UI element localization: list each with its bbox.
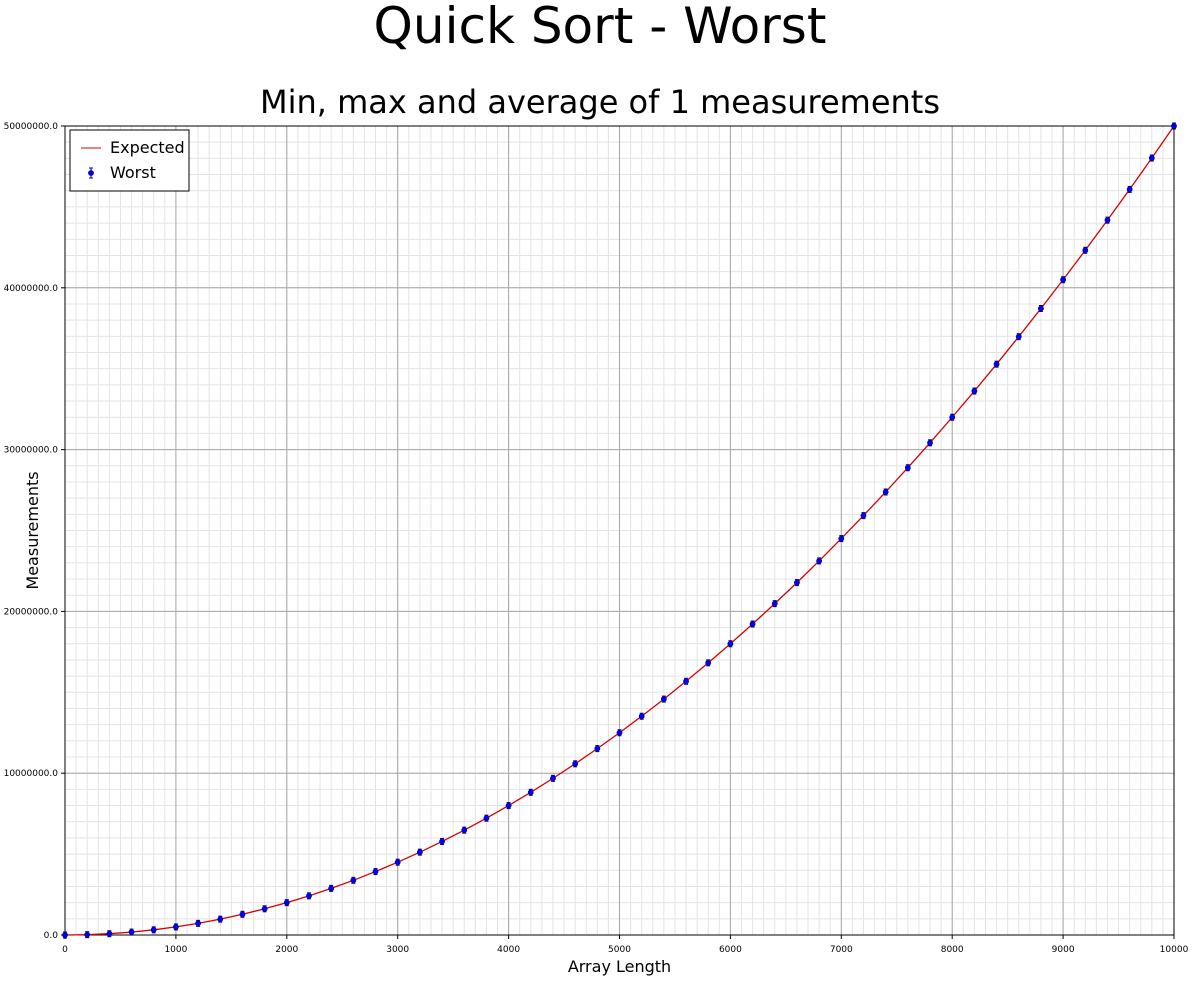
data-point-worst	[1060, 276, 1066, 283]
data-point-worst	[971, 388, 978, 394]
data-point-worst	[616, 729, 623, 736]
y-tick-label: 30000000.0	[4, 446, 59, 456]
chart-title: Quick Sort - Worst	[373, 0, 827, 55]
x-tick-label: 5000	[608, 945, 631, 955]
data-point-worst	[705, 659, 712, 666]
data-point-worst	[1038, 305, 1044, 312]
data-point-worst	[904, 464, 911, 471]
data-point-worst	[372, 868, 379, 875]
data-point-worst	[927, 439, 933, 446]
data-point-worst	[150, 926, 157, 933]
x-tick-label: 0	[62, 945, 68, 955]
data-point-worst	[172, 924, 179, 930]
y-tick-label: 40000000.0	[4, 284, 59, 294]
data-point-worst	[550, 775, 556, 782]
y-tick-label: 50000000.0	[4, 122, 59, 132]
x-tick-label: 7000	[830, 945, 853, 955]
data-point-worst	[62, 932, 68, 938]
data-point-worst	[483, 815, 490, 822]
x-tick-label: 9000	[1052, 945, 1075, 955]
data-point-worst	[860, 512, 867, 519]
data-point-worst	[439, 838, 445, 845]
x-tick-label: 3000	[386, 945, 409, 955]
data-point-worst	[794, 579, 800, 586]
data-point-worst	[727, 640, 734, 647]
data-point-worst	[638, 713, 645, 720]
data-point-worst	[660, 696, 667, 702]
data-point-worst	[771, 600, 778, 607]
legend-box	[69, 129, 190, 192]
x-tick-label: 1000	[164, 945, 187, 955]
data-point-worst	[838, 535, 845, 542]
data-point-worst	[261, 905, 268, 912]
y-tick-label: 0.0	[44, 931, 59, 941]
data-point-worst	[505, 802, 512, 809]
data-point-worst	[461, 827, 468, 834]
data-point-worst	[416, 849, 423, 856]
data-point-worst	[594, 745, 601, 752]
data-point-worst	[1015, 333, 1022, 340]
data-point-worst	[816, 558, 823, 564]
axis-ticks: 0 1000 2000 3000 4000 5000 6000 7000 8000 9000 100…	[4, 122, 1189, 955]
data-point-worst	[1126, 186, 1133, 193]
data-point-worst	[239, 911, 246, 918]
data-point-worst	[527, 789, 534, 796]
data-point-worst	[350, 877, 357, 884]
data-point-worst	[306, 892, 312, 899]
x-tick-label: 4000	[497, 945, 520, 955]
data-point-worst	[328, 885, 335, 892]
x-tick-label: 2000	[275, 945, 298, 955]
data-point-worst	[195, 920, 201, 927]
data-point-worst	[1104, 217, 1111, 224]
y-tick-label: 10000000.0	[4, 769, 59, 779]
data-point-worst	[1082, 247, 1089, 254]
series-layer	[62, 122, 1177, 939]
x-tick-label: 6000	[719, 945, 742, 955]
data-point-worst	[1171, 123, 1177, 129]
x-tick-label: 8000	[941, 945, 964, 955]
x-axis-label: Array Length	[568, 957, 671, 976]
legend-label-worst: Worst	[110, 163, 156, 182]
data-point-worst	[1148, 155, 1155, 161]
x-tick-label: 10000	[1160, 945, 1189, 955]
data-point-worst	[749, 621, 756, 627]
data-point-worst	[128, 929, 135, 935]
chart-subtitle: Min, max and average of 1 measurements	[259, 83, 941, 121]
data-point-worst	[84, 931, 91, 938]
legend: Expected Worst	[69, 129, 190, 192]
legend-point-icon	[88, 170, 94, 176]
data-point-worst	[683, 678, 689, 685]
y-tick-label: 20000000.0	[4, 607, 59, 617]
data-point-worst	[106, 930, 113, 937]
y-axis-label: Measurements	[23, 471, 42, 589]
legend-swatch-worst	[88, 167, 94, 179]
data-point-worst	[217, 916, 224, 923]
legend-label-expected: Expected	[110, 138, 185, 157]
data-point-worst	[394, 859, 401, 866]
data-point-worst	[283, 899, 290, 906]
data-point-worst	[949, 414, 956, 421]
data-point-worst	[572, 760, 579, 767]
data-point-worst	[882, 489, 889, 495]
data-point-worst	[993, 361, 1000, 368]
